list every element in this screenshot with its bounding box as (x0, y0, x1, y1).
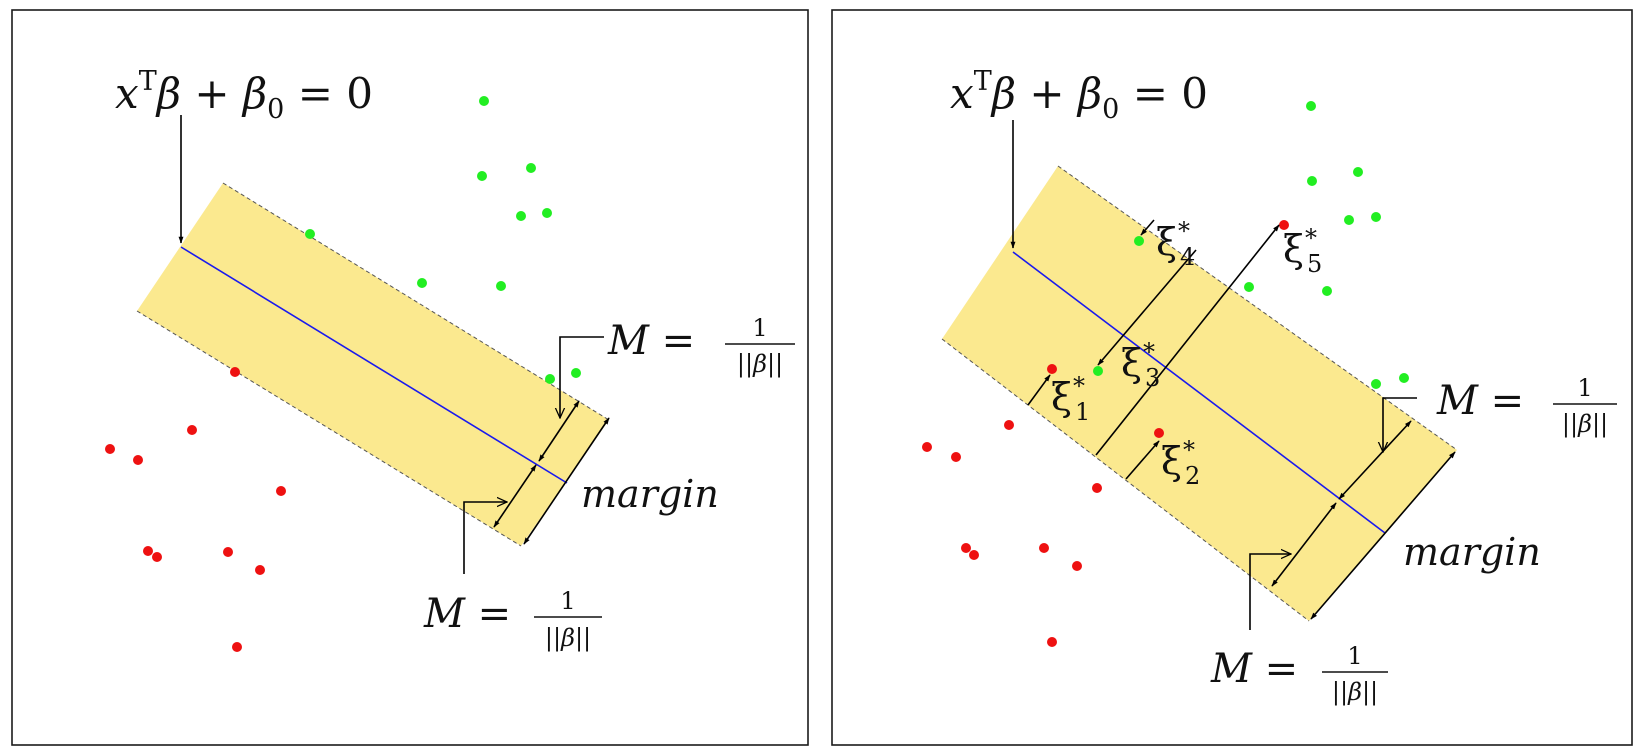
right-band-lower-edge (941, 338, 1310, 622)
left-hyperplane-line (180, 246, 568, 484)
right-m-lower-numerator: 1 (1347, 642, 1362, 670)
green-data-point (1371, 212, 1381, 222)
red-data-point (1279, 220, 1289, 230)
left-m-upper-lhs: M = (607, 318, 695, 364)
green-data-point (1353, 167, 1363, 177)
green-data-point (1093, 366, 1103, 376)
slack-2-arrow (1125, 440, 1160, 480)
green-data-point (479, 96, 489, 106)
red-data-point (143, 546, 153, 556)
right-m-upper-pointer (1383, 397, 1417, 452)
green-data-point (542, 208, 552, 218)
right-m-upper-numerator: 1 (1577, 374, 1592, 402)
left-band-upper-edge (222, 182, 610, 421)
green-data-point (1244, 282, 1254, 292)
green-data-point (1306, 101, 1316, 111)
red-data-point (255, 565, 265, 575)
right-margin-label: margin (1403, 530, 1541, 574)
red-data-point (951, 452, 961, 462)
right-band-upper-edge (1057, 165, 1458, 451)
red-data-point (1072, 561, 1082, 571)
left-m-lower-pointer (463, 502, 507, 574)
red-data-point (922, 442, 932, 452)
red-data-point (1047, 364, 1057, 374)
right-m-lower-pointer (1249, 554, 1291, 630)
red-data-point (1154, 428, 1164, 438)
red-data-point (133, 455, 143, 465)
red-data-point (1039, 543, 1049, 553)
slack-1-arrow (1027, 374, 1051, 406)
red-data-point (232, 642, 242, 652)
green-data-point (305, 229, 315, 239)
left-m-upper-numerator: 1 (752, 314, 767, 342)
left-band-lower-edge (136, 310, 522, 547)
slack-1-label: ξ* 1 (1051, 372, 1090, 426)
left-margin-label: margin (581, 472, 719, 516)
right-red-points (922, 220, 1289, 647)
red-data-point (230, 367, 240, 377)
left-margin-arrow-full (523, 417, 610, 545)
green-data-point (1344, 215, 1354, 225)
slack-5-label: ξ* 5 (1283, 224, 1322, 278)
green-data-point (1399, 373, 1409, 383)
slack-3-arrow (1097, 249, 1197, 366)
red-data-point (105, 444, 115, 454)
red-data-point (187, 425, 197, 435)
left-m-lower-lhs: M = (423, 591, 511, 637)
red-data-point (152, 552, 162, 562)
slack-2-label: ξ* 2 (1161, 436, 1200, 490)
right-green-points (1093, 101, 1409, 389)
left-m-lower-denominator: ||β|| (545, 624, 591, 653)
right-m-lower-lhs: M = (1210, 646, 1298, 692)
left-panel: xTβ + β0 = 0 M = 1 ||β|| M = 1 ||β|| mar… (11, 9, 809, 746)
green-data-point (526, 163, 536, 173)
red-data-point (1004, 420, 1014, 430)
right-m-upper-denominator: ||β|| (1562, 410, 1608, 439)
red-data-point (1092, 483, 1102, 493)
green-data-point (516, 211, 526, 221)
left-m-lower-numerator: 1 (560, 587, 575, 615)
red-data-point (961, 543, 971, 553)
green-data-point (1322, 286, 1332, 296)
green-data-point (417, 278, 427, 288)
left-m-upper-denominator: ||β|| (737, 350, 783, 379)
green-data-point (1134, 236, 1144, 246)
red-data-point (1047, 637, 1057, 647)
green-data-point (496, 281, 506, 291)
slack-4-arrow (1140, 219, 1155, 236)
red-data-point (276, 486, 286, 496)
green-data-point (571, 368, 581, 378)
right-hyperplane-equation: xTβ + β0 = 0 (950, 66, 1208, 125)
left-hyperplane-equation: xTβ + β0 = 0 (115, 66, 373, 125)
slack-3-label: ξ* 3 (1121, 338, 1160, 392)
green-data-point (1371, 379, 1381, 389)
slack-5-arrow (1095, 224, 1280, 456)
right-panel: xTβ + β0 = 0 ξ* 1 ξ* 2 ξ* 3 ξ* 4 ξ* 5 M = (831, 9, 1633, 746)
right-m-upper-lhs: M = (1436, 378, 1524, 424)
left-m-upper-pointer (560, 336, 604, 418)
left-red-points (105, 367, 286, 652)
right-margin-arrow-full (1310, 451, 1456, 620)
red-data-point (223, 547, 233, 557)
left-green-points (305, 96, 581, 384)
right-m-lower-denominator: ||β|| (1332, 678, 1378, 707)
slack-4-label: ξ* 4 (1156, 217, 1195, 271)
green-data-point (477, 171, 487, 181)
red-data-point (969, 550, 979, 560)
green-data-point (1307, 176, 1317, 186)
green-data-point (545, 374, 555, 384)
